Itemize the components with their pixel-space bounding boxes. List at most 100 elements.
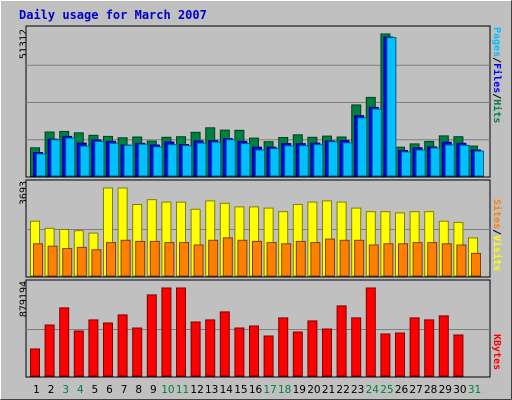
day-label: 11 — [176, 384, 189, 396]
top-legend: Pages/Files/Hits — [491, 27, 503, 123]
bar-pages-day-10 — [167, 144, 178, 177]
bar-kbytes-day-16 — [249, 325, 259, 377]
bar-sites-day-13 — [208, 239, 219, 277]
bar-pages-day-11 — [182, 145, 192, 177]
bar-pages-day-3 — [65, 137, 76, 177]
bar-kbytes-day-25 — [380, 333, 391, 377]
bar-pages-day-25 — [386, 37, 397, 177]
day-label: 13 — [205, 384, 218, 396]
bar-sites-day-14 — [222, 237, 233, 277]
top-legend-item: Hits — [491, 99, 503, 123]
bar-kbytes-day-22 — [336, 305, 347, 377]
middle-legend-item: Visits — [491, 235, 503, 271]
top-legend-item: Files — [491, 63, 503, 93]
day-label: 4 — [77, 384, 84, 396]
bar-kbytes-day-6 — [103, 322, 113, 377]
bottom-max-label: 879194 — [18, 281, 29, 317]
bar-sites-day-31 — [471, 252, 481, 277]
bar-sites-day-19 — [295, 240, 306, 277]
bar-sites-day-11 — [179, 242, 189, 277]
day-label: 3 — [62, 384, 69, 396]
middle-legend: Sites/Visits — [491, 199, 503, 271]
day-label: 28 — [424, 384, 437, 396]
bar-pages-day-4 — [79, 145, 90, 177]
day-label: 2 — [48, 384, 55, 396]
bar-kbytes-day-9 — [146, 294, 157, 377]
bar-kbytes-day-24 — [365, 287, 376, 377]
bar-kbytes-day-2 — [44, 324, 55, 377]
bar-pages-day-8 — [138, 143, 149, 177]
bar-kbytes-day-30 — [453, 334, 464, 377]
bar-pages-day-21 — [328, 141, 338, 177]
plot-layer — [25, 25, 491, 378]
bar-kbytes-day-27 — [409, 317, 420, 377]
bar-kbytes-day-10 — [161, 287, 172, 377]
bar-kbytes-day-19 — [292, 331, 303, 377]
bar-sites-day-25 — [383, 243, 394, 277]
day-label: 31 — [468, 384, 481, 396]
bar-kbytes-day-29 — [438, 315, 449, 377]
bar-sites-day-3 — [62, 248, 73, 277]
day-label: 21 — [322, 384, 335, 396]
bar-pages-day-16 — [255, 149, 265, 177]
bar-pages-day-18 — [284, 145, 295, 177]
top-legend-item: / — [491, 57, 502, 63]
bar-kbytes-day-20 — [307, 320, 318, 377]
day-label: 22 — [336, 384, 349, 396]
day-label: 16 — [249, 384, 263, 396]
bar-sites-day-18 — [281, 243, 292, 277]
bar-pages-day-2 — [50, 139, 61, 177]
bar-pages-day-15 — [240, 143, 251, 177]
bar-pages-day-28 — [430, 147, 441, 177]
bar-sites-day-26 — [398, 243, 408, 277]
day-label: 19 — [293, 384, 306, 396]
bar-kbytes-day-8 — [132, 327, 143, 377]
bar-sites-day-9 — [149, 240, 160, 277]
bar-sites-day-5 — [91, 249, 102, 277]
top-max-label: 51312 — [18, 29, 29, 59]
bar-sites-day-6 — [106, 242, 116, 277]
bar-kbytes-day-26 — [395, 332, 405, 377]
bar-kbytes-day-7 — [117, 314, 128, 377]
bar-pages-day-20 — [313, 144, 324, 177]
bar-pages-day-5 — [94, 140, 105, 177]
day-label: 29 — [439, 384, 452, 396]
bar-kbytes-day-4 — [73, 330, 84, 377]
bar-pages-day-13 — [211, 141, 222, 177]
bar-sites-day-1 — [33, 243, 43, 277]
bar-pages-day-30 — [459, 144, 470, 177]
day-label: 20 — [307, 384, 320, 396]
bar-kbytes-day-11 — [176, 287, 186, 377]
bar-pages-day-24 — [371, 108, 382, 177]
bar-sites-day-8 — [135, 240, 146, 277]
middle-max-label: 3693 — [18, 181, 29, 205]
day-labels: 1 2 3 4 5 6 7 8 9 10 11 12 13 14 15 16 17 18 19 20 21 22 23 24 2… — [33, 384, 481, 396]
bar-sites-day-16 — [252, 240, 262, 277]
bar-sites-day-28 — [427, 242, 438, 277]
bar-pages-day-7 — [123, 144, 134, 177]
bar-sites-day-4 — [76, 246, 87, 277]
middle-legend-item: Sites — [491, 199, 503, 229]
day-label: 12 — [190, 384, 203, 396]
day-label: 9 — [150, 384, 157, 396]
chart-title: Daily usage for March 2007 — [19, 8, 207, 22]
bar-pages-day-9 — [152, 146, 163, 177]
bar-sites-day-21 — [325, 238, 335, 277]
day-label: 15 — [234, 384, 247, 396]
bar-pages-day-17 — [269, 148, 280, 177]
day-label: 25 — [380, 384, 393, 396]
bar-pages-day-23 — [357, 117, 368, 177]
bar-sites-day-24 — [368, 244, 379, 277]
day-label: 27 — [409, 384, 422, 396]
day-label: 18 — [278, 384, 291, 396]
bar-kbytes-day-14 — [219, 311, 230, 377]
day-label: 10 — [161, 384, 174, 396]
bar-kbytes-day-28 — [424, 319, 435, 377]
bar-sites-day-7 — [120, 239, 131, 277]
day-label: 7 — [121, 384, 128, 396]
day-label: 30 — [453, 384, 466, 396]
bar-sites-day-20 — [310, 242, 321, 277]
day-label: 6 — [106, 384, 113, 396]
bar-pages-day-12 — [196, 142, 207, 177]
